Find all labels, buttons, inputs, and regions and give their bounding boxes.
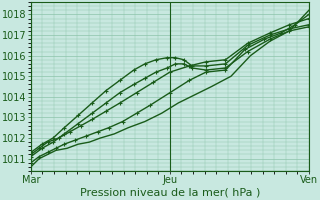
- X-axis label: Pression niveau de la mer( hPa ): Pression niveau de la mer( hPa ): [80, 188, 260, 198]
